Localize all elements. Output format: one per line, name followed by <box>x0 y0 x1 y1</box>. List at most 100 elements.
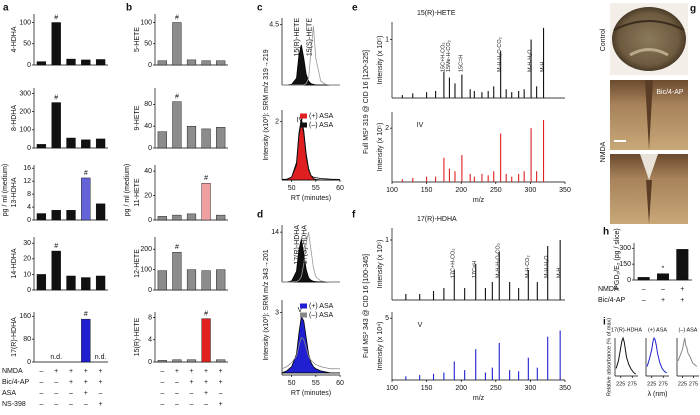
condition-sign: – <box>204 401 208 408</box>
bar <box>172 252 182 291</box>
x-tick-label: 150 <box>421 385 433 392</box>
area <box>282 239 340 283</box>
bar <box>216 127 226 149</box>
y-tick-label: 80 <box>23 336 31 343</box>
image-panel: g Control NMDA Bic/4-AP <box>600 3 696 224</box>
y-tick-label: 4.5 <box>269 22 279 29</box>
y-tick-label: 1 <box>385 36 389 43</box>
bar <box>95 138 106 149</box>
legend-label: (–) ASA <box>309 312 333 319</box>
bar <box>172 214 182 221</box>
y-axis-label: Intensity (x 10⁵) <box>377 123 384 172</box>
y-tick-label: 3 <box>275 309 279 316</box>
condition-sign: – <box>661 286 665 293</box>
x-tick-label: 250 <box>490 385 502 392</box>
x-tick-label: 300 <box>525 385 537 392</box>
condition-sign: – <box>39 401 43 408</box>
bar <box>201 183 211 221</box>
y-axis-label: PGD₂/E₂ (pg / slice) <box>614 228 621 289</box>
x-tick-label: 150 <box>421 187 433 194</box>
chart-title: 12-HETE <box>134 249 141 278</box>
significance-mark: # <box>84 170 88 177</box>
condition-sign: – <box>54 379 58 386</box>
condition-sign: + <box>204 368 208 375</box>
y-tick-label: 10 <box>23 271 31 278</box>
bar <box>66 275 76 291</box>
panel-label: a <box>3 3 9 14</box>
y-axis-label: pg / ml (medium) <box>124 164 131 217</box>
y-tick-label: 80 <box>144 101 152 108</box>
x-tick-label: 225 <box>616 381 625 387</box>
condition-sign: – <box>69 390 73 397</box>
condition-sign: + <box>680 286 684 293</box>
bar <box>51 250 61 291</box>
y-axis-label: Relative absorbance (% of max) <box>606 318 612 396</box>
bar <box>186 213 197 221</box>
peak-label: M-H-H₂O-CO₂ <box>497 37 503 72</box>
bar <box>36 144 47 149</box>
x-tick-label: 350 <box>559 187 571 194</box>
significance-mark: # <box>204 311 208 318</box>
bar <box>216 214 226 221</box>
peak-label: M-H-H₂O <box>544 255 550 278</box>
significance-mark: # <box>175 93 179 100</box>
line <box>282 26 340 86</box>
condition-sign: – <box>39 390 43 397</box>
x-tick-label: 275 <box>659 381 668 387</box>
value-label: n.d. <box>50 354 62 361</box>
panel-label: b <box>126 3 132 14</box>
y-tick-label: 2 <box>385 125 389 132</box>
condition-sign: + <box>204 379 208 386</box>
chart-title: 8-HDHA <box>11 105 18 131</box>
bar <box>66 210 76 221</box>
series-label: 15(R)-HETE <box>294 18 301 57</box>
bar <box>186 269 197 291</box>
condition-sign: + <box>175 368 179 375</box>
peak-label: 17C=H <box>472 261 478 278</box>
bar <box>201 128 211 149</box>
bar <box>81 139 91 149</box>
y-tick-label: 0 <box>148 359 152 366</box>
peak-label: 15C=H <box>458 55 464 72</box>
bar <box>216 359 226 363</box>
condition-sign: – <box>175 390 179 397</box>
y-axis-label: Intensity (x 10⁴) <box>377 322 384 371</box>
scale-bar <box>614 140 626 142</box>
y-tick-label: 0 <box>27 217 31 224</box>
bar <box>216 269 226 291</box>
bar <box>201 318 211 363</box>
y-tick-label: 0 <box>148 145 152 152</box>
bar <box>36 213 47 221</box>
x-axis-label: RT (minutes) <box>291 195 331 202</box>
significance-mark: # <box>204 175 208 182</box>
y-axis-label: Full MS² 319 @ CID 16 [120-325] <box>363 50 370 154</box>
x-tick-label: 50 <box>288 185 296 192</box>
area <box>282 44 340 86</box>
legend-swatch <box>300 113 307 119</box>
condition-label: NS-398 <box>2 401 26 408</box>
y-tick-label: 100 <box>19 19 31 26</box>
image-label: Control <box>600 28 607 51</box>
condition-sign: + <box>189 368 193 375</box>
y-tick-label: 4 <box>148 337 152 344</box>
peak-label: M-H-CO₂ <box>525 255 531 278</box>
legend-swatch <box>300 303 307 309</box>
bar <box>157 216 167 221</box>
image-label: NMDA <box>600 141 607 162</box>
significance-mark: * <box>662 266 665 273</box>
condition-sign: – <box>190 390 194 397</box>
condition-sign: + <box>680 297 684 304</box>
y-tick-label: 8 <box>27 191 31 198</box>
chart-title: (–) ASA <box>679 327 698 333</box>
bar <box>95 275 106 291</box>
bar <box>186 359 197 363</box>
condition-sign: + <box>84 390 88 397</box>
bar <box>676 249 689 281</box>
annotation: IV <box>417 122 424 129</box>
peak-label: 17C+H-CO₂ <box>451 249 457 279</box>
y-axis-label: Intensity (x10³): SRM m/z 319→219 <box>263 49 270 160</box>
value-label: n.d. <box>95 354 107 361</box>
chart-title: 13-HDHA <box>11 177 18 207</box>
condition-sign: + <box>69 368 73 375</box>
image-label: Bic/4-AP <box>656 89 684 96</box>
